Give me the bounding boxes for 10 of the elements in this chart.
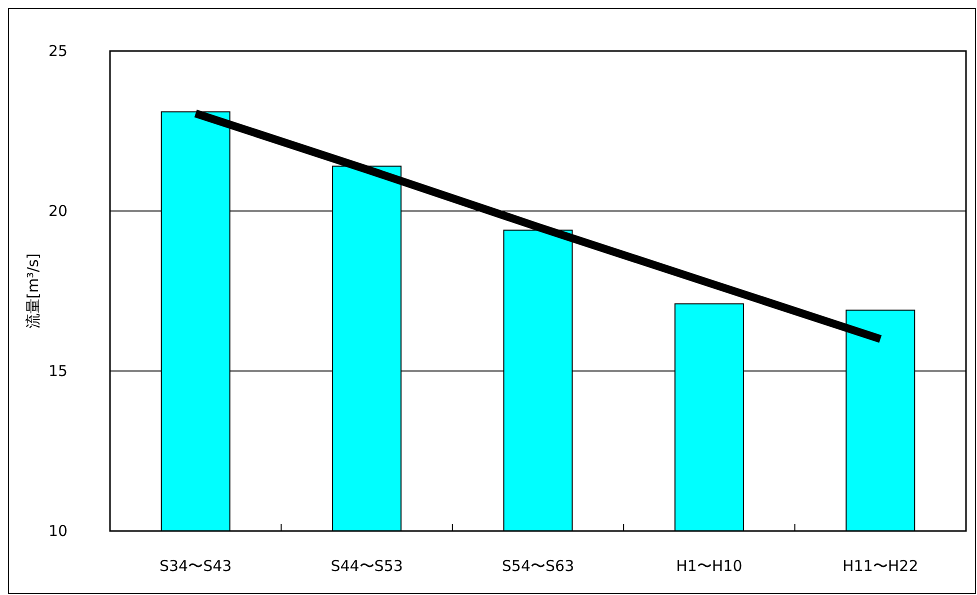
x-tick-label: H11〜H22 bbox=[842, 557, 918, 575]
x-tick-label: H1〜H10 bbox=[676, 557, 742, 575]
y-tick-label: 15 bbox=[48, 362, 68, 380]
y-tick-label: 25 bbox=[48, 42, 68, 60]
y-axis-title: 流量[m³/s] bbox=[24, 253, 42, 329]
x-tick-label: S44〜S53 bbox=[330, 557, 403, 575]
y-tick-label: 10 bbox=[48, 522, 68, 540]
x-tick-label: S54〜S63 bbox=[502, 557, 574, 575]
x-tick-label: S34〜S43 bbox=[159, 557, 232, 575]
y-tick-label: 20 bbox=[48, 202, 68, 220]
